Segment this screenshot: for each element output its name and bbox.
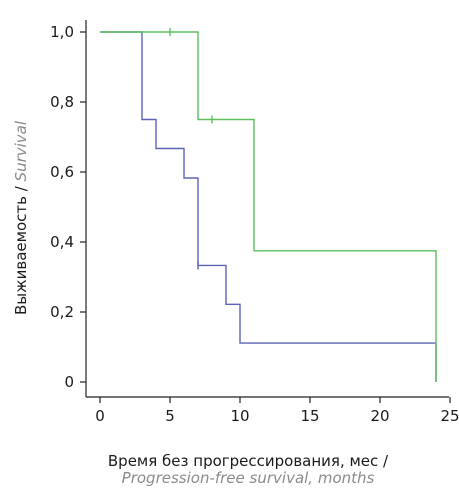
- ticks-layer: 0 0,2 0,4 0,6 0,8 1,0 0 5 10 15 20 25: [50, 23, 459, 425]
- x-tick-label: 20: [370, 407, 389, 425]
- y-tick-label: 0,2: [50, 303, 74, 321]
- x-tick-label: 10: [230, 407, 249, 425]
- y-tick-label: 0,8: [50, 93, 74, 111]
- y-axis-title: Выживаемость / Survival: [12, 120, 30, 315]
- x-tick-label: 15: [300, 407, 319, 425]
- y-axis-title-ru: Выживаемость /: [12, 181, 30, 315]
- y-tick-label: 0,4: [50, 233, 74, 251]
- y-tick-label: 1,0: [50, 23, 74, 41]
- y-tick-label: 0: [64, 373, 74, 391]
- x-axis-title-ru: Время без прогрессирования, мес /: [108, 452, 389, 470]
- x-tick-label: 25: [440, 407, 459, 425]
- x-tick-label: 0: [95, 407, 105, 425]
- y-axis-title-en: Survival: [12, 120, 30, 181]
- series-1-line: [100, 31, 437, 382]
- x-tick-label: 5: [165, 407, 175, 425]
- series-layer: [100, 28, 437, 382]
- x-axis-title-en: Progression-free survival, months: [122, 469, 375, 487]
- series-2-line: [100, 31, 437, 382]
- y-tick-label: 0,6: [50, 163, 74, 181]
- axes: [85, 20, 449, 398]
